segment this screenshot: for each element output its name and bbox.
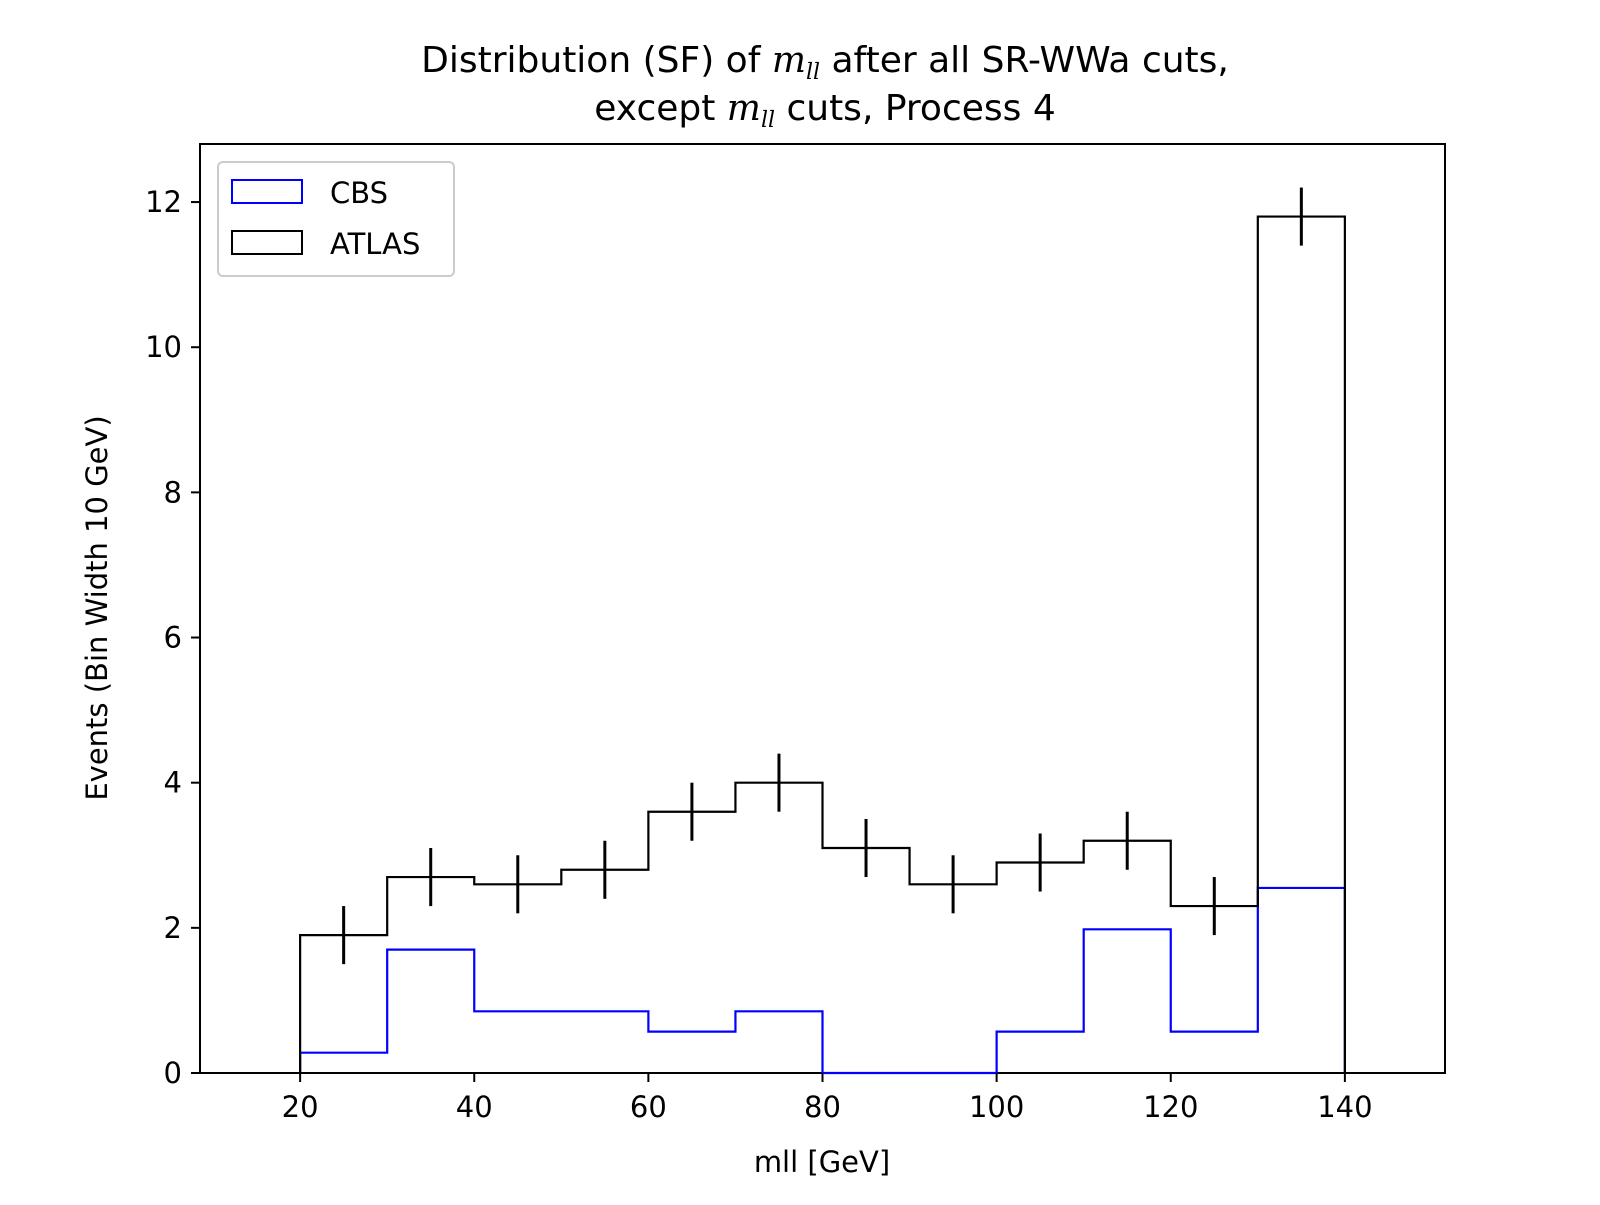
x-tick-label: 40 (456, 1090, 493, 1124)
chart-title-line-2: except mll cuts, Process 4 (594, 88, 1056, 133)
y-axis: 0 2 4 6 8 10 12 (145, 185, 200, 1090)
x-tick-label: 60 (630, 1090, 667, 1124)
y-tick-label: 12 (145, 185, 182, 219)
y-tick-label: 2 (164, 911, 182, 945)
x-axis-label: mll [GeV] (754, 1145, 890, 1179)
y-tick-label: 4 (164, 766, 182, 800)
series-line-atlas (299, 215, 1346, 1073)
y-tick-label: 8 (164, 475, 182, 509)
x-axis: 20 40 60 80 100 120 140 (282, 1073, 1373, 1124)
legend-swatch-atlas (231, 230, 303, 255)
y-tick-label: 0 (164, 1056, 182, 1090)
y-tick-label: 6 (164, 621, 182, 655)
legend: CBS ATLAS (217, 161, 455, 277)
x-tick-label: 140 (1317, 1090, 1372, 1124)
legend-frame (217, 161, 455, 277)
y-axis-label: Events (Bin Width 10 GeV) (80, 415, 114, 800)
legend-swatch-cbs (231, 179, 303, 204)
x-tick-label: 120 (1143, 1090, 1198, 1124)
x-tick-label: 80 (804, 1090, 841, 1124)
legend-label-cbs: CBS (330, 176, 388, 210)
series-layer (299, 215, 1346, 1075)
y-tick-label: 10 (145, 330, 182, 364)
error-bar-layer (342, 187, 1303, 965)
legend-label-atlas: ATLAS (330, 227, 420, 261)
x-tick-label: 20 (282, 1090, 319, 1124)
x-tick-label: 100 (969, 1090, 1024, 1124)
chart-title-line-1: Distribution (SF) of mll after all SR-WW… (421, 40, 1229, 85)
series-line-cbs (299, 886, 1346, 1075)
